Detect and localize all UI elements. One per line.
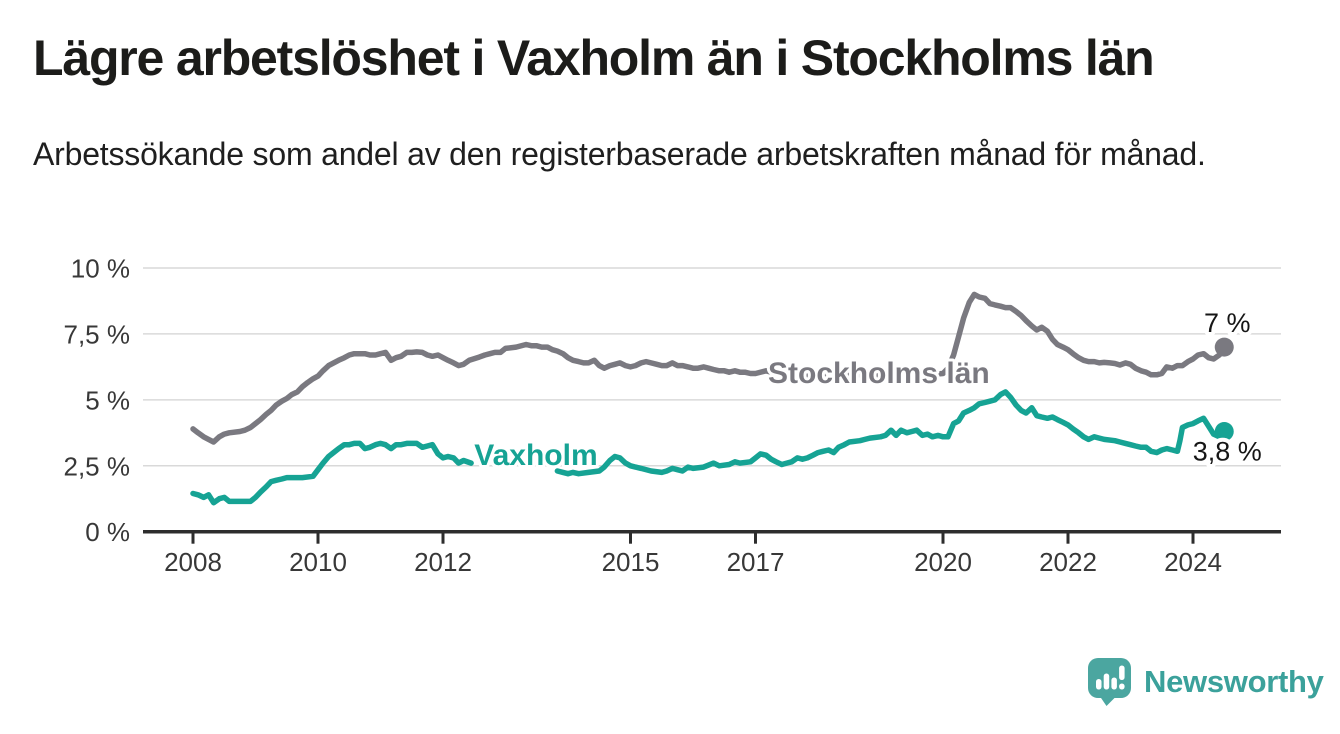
y-axis-tick-label: 2,5 % — [64, 451, 131, 481]
y-axis-tick-label: 5 % — [85, 385, 130, 415]
x-axis-tick-label: 2008 — [164, 547, 222, 577]
x-axis-tick-label: 2022 — [1039, 547, 1097, 577]
x-axis-tick-label: 2024 — [1164, 547, 1222, 577]
series-line-vaxholm — [190, 440, 474, 506]
logo-bar-1 — [1096, 679, 1102, 690]
logo-bar-3 — [1111, 677, 1117, 690]
x-axis-tick-label: 2010 — [289, 547, 347, 577]
x-axis-tick-label: 2020 — [914, 547, 972, 577]
y-axis-tick-label: 0 % — [85, 517, 130, 547]
newsworthy-logo-icon — [1088, 658, 1131, 706]
series-end-dot-vaxholm — [1214, 421, 1234, 441]
chart-title: Lägre arbetslöshet i Vaxholm än i Stockh… — [33, 30, 1155, 86]
series-end-dot-stockholms-lan — [1214, 337, 1234, 357]
series-end-value-vaxholm: 3,8 % — [1193, 436, 1262, 466]
newsworthy-brand: Newsworthy — [1086, 656, 1324, 707]
series-label-stockholms-lan: Stockholms län — [768, 357, 990, 390]
newsworthy-wordmark: Newsworthy — [1144, 663, 1324, 699]
series-label-vaxholm: Vaxholm — [474, 439, 597, 472]
logo-exclamation-bar — [1119, 665, 1125, 680]
logo-bar-2 — [1103, 673, 1110, 690]
series-line-stockholms-lan — [190, 291, 1228, 445]
x-axis-tick-label: 2017 — [727, 547, 785, 577]
logo-exclamation-dot — [1119, 683, 1125, 690]
y-axis-tick-label: 7,5 % — [64, 319, 131, 349]
x-axis-tick-label: 2012 — [414, 547, 472, 577]
logo-bubble — [1088, 658, 1131, 698]
series-end-value-stockholms-lan: 7 % — [1204, 308, 1251, 338]
y-axis-tick-label: 10 % — [71, 254, 130, 284]
logo-bubble-tail — [1100, 696, 1116, 706]
series-line-vaxholm — [554, 389, 1228, 477]
x-axis-tick-label: 2015 — [602, 547, 660, 577]
chart-subtitle: Arbetssökande som andel av den registerb… — [33, 136, 1206, 172]
